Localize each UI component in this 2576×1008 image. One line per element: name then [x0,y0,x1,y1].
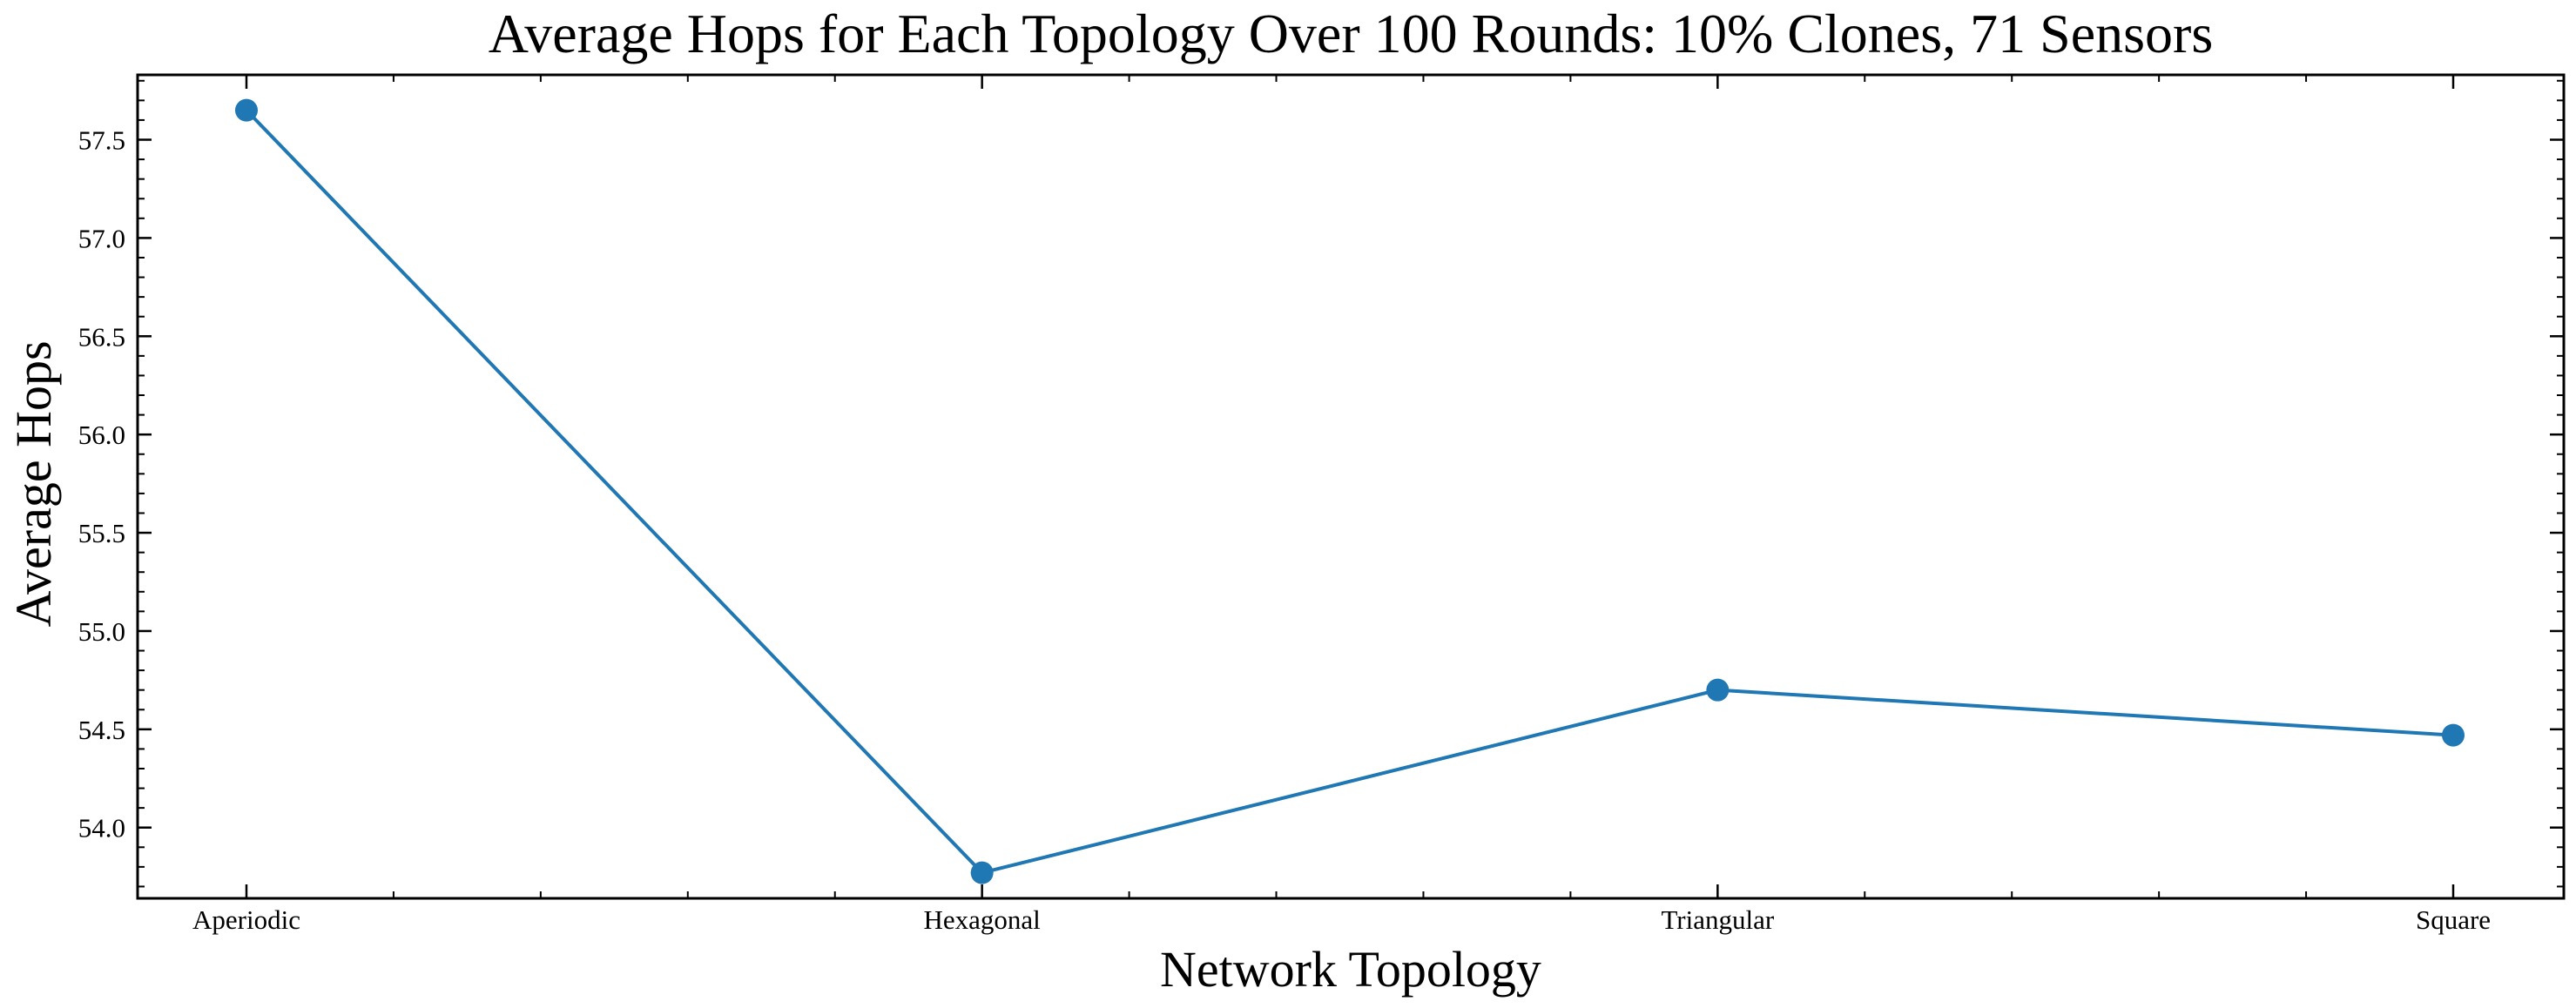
x-tick-label: Aperiodic [192,904,300,935]
tick-labels: 54.0 54.5 55.0 55.5 56.0 56.5 57.0 57.5 Aperiodi… [78,125,2491,935]
y-axis-label: Average Hops [5,340,62,627]
x-tick-label: Triangular [1661,904,1774,935]
x-axis-label: Network Topology [1160,941,1541,998]
x-tick-label: Square [2416,904,2491,935]
y-tick-label: 56.5 [78,321,125,352]
axis-ticks [138,75,2564,898]
y-tick-label: 55.5 [78,518,125,548]
data-point [970,861,994,884]
y-tick-label: 57.5 [78,125,125,156]
chart-title: Average Hops for Each Topology Over 100 … [489,3,2213,64]
y-tick-label: 56.0 [78,420,125,450]
data-point [2442,723,2465,747]
x-tick-label: Hexagonal [924,904,1041,935]
plot-frame [136,73,2566,900]
y-tick-label: 55.0 [78,616,125,647]
data-point [235,98,258,122]
data-series [235,98,2465,884]
y-tick-label: 54.0 [78,813,125,843]
series-line [245,109,2454,875]
y-tick-label: 57.0 [78,223,125,253]
y-tick-label: 54.5 [78,715,125,745]
data-point [1706,678,1730,702]
